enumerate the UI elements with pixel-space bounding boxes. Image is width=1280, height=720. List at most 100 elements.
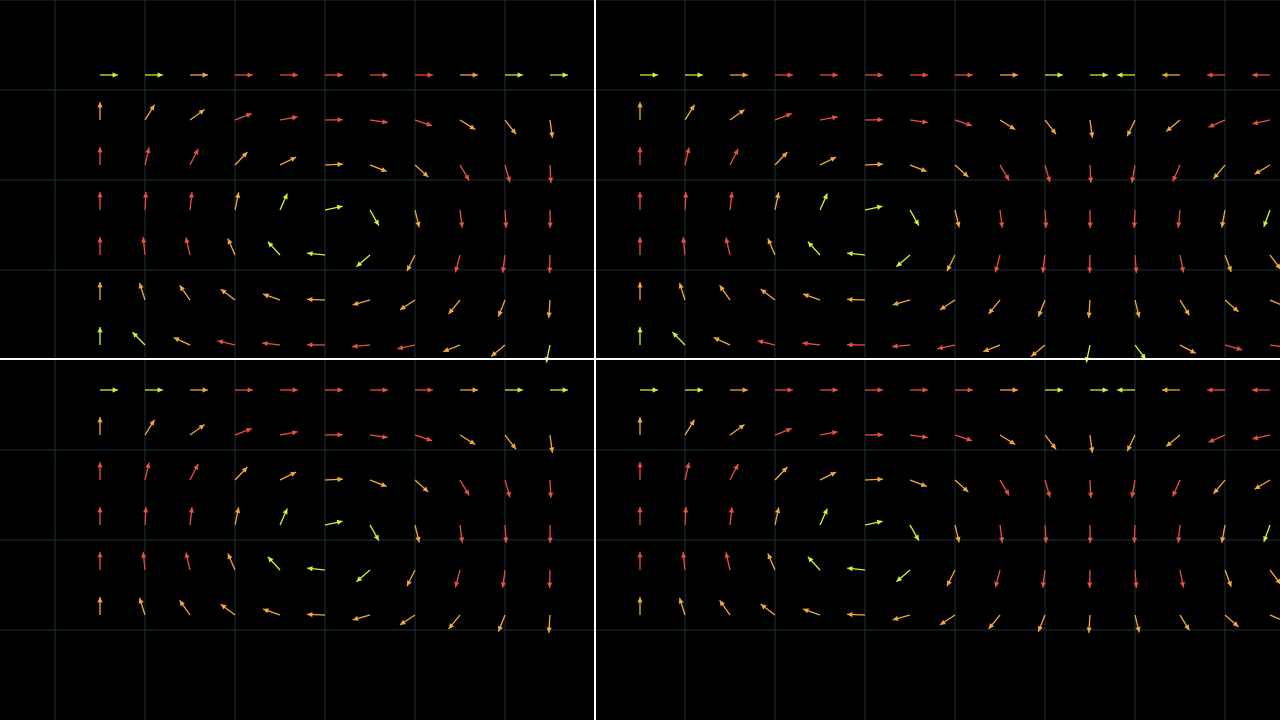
vector-arrow-head	[500, 582, 506, 588]
vector-arrow-head	[685, 462, 691, 469]
vector-arrow-head	[422, 171, 429, 178]
vector-arrow-head	[1057, 387, 1063, 393]
vector-arrow-head	[637, 462, 643, 468]
vector-arrow-head	[407, 265, 412, 272]
vector-arrow-head	[877, 117, 883, 123]
vector-arrow-head	[184, 552, 190, 559]
vector-arrow-head	[547, 537, 553, 543]
vector-arrow-shaft	[1269, 614, 1280, 621]
vector-arrow-head	[1207, 72, 1213, 78]
vector-arrow-head	[896, 576, 903, 582]
vector-arrow-head	[549, 447, 555, 453]
vector-arrow-head	[1127, 130, 1132, 137]
vector-arrow-head	[1220, 536, 1226, 543]
vector-arrow-head	[562, 387, 568, 393]
vector-arrows	[97, 72, 1280, 634]
vector-arrow-head	[307, 342, 313, 348]
vector-arrow-head	[547, 582, 553, 588]
vector-arrow-head	[767, 553, 773, 560]
vector-arrow-head	[399, 304, 406, 310]
vector-arrow-head	[999, 222, 1005, 228]
vector-arrow-head	[454, 266, 460, 273]
vector-arrow-head	[939, 304, 946, 310]
vector-arrow-head	[831, 115, 838, 121]
vector-arrow-head	[1117, 387, 1123, 393]
vector-arrow-head	[112, 387, 118, 393]
vector-arrow-head	[830, 472, 837, 477]
vector-arrow-head	[1117, 72, 1123, 78]
vector-arrow-head	[678, 282, 684, 289]
vector-arrow-head	[876, 519, 883, 525]
vector-arrow-head	[807, 241, 814, 248]
vector-arrow-head	[505, 491, 511, 498]
vector-arrow-head	[1263, 220, 1269, 227]
vector-arrow-head	[382, 387, 388, 393]
vector-arrow-head	[1089, 132, 1095, 138]
vector-arrow-head	[757, 339, 764, 345]
vector-arrow-head	[307, 251, 313, 257]
vector-arrow-head	[97, 147, 103, 153]
vector-arrow-head	[637, 327, 643, 333]
vector-arrow-head	[132, 332, 139, 338]
vector-arrow-head	[1131, 222, 1138, 228]
vector-arrow-head	[290, 157, 297, 162]
vector-arrow-head	[832, 72, 838, 78]
vector-arrow-head	[336, 204, 343, 210]
vector-arrow-head	[955, 536, 961, 543]
vector-arrow-head	[1236, 345, 1243, 351]
vector-arrow-head	[292, 387, 298, 393]
vector-arrow-head	[822, 193, 828, 200]
vector-arrow-head	[188, 192, 194, 198]
vector-arrow-head	[637, 192, 643, 198]
vector-arrow-head	[307, 296, 313, 303]
vector-arrow-head	[697, 387, 703, 393]
vector-arrow-head	[683, 192, 689, 198]
vector-arrow-head	[822, 508, 828, 515]
vector-arrow-head	[1226, 580, 1232, 587]
vector-arrow-head	[1252, 387, 1258, 393]
vector-arrow-head	[1232, 621, 1239, 627]
vector-arrow-head	[469, 124, 476, 130]
vector-arrow-head	[1043, 537, 1049, 543]
vector-arrow-head	[497, 625, 503, 632]
vector-arrow-head	[1213, 488, 1219, 494]
vector-arrow-head	[994, 581, 1000, 588]
vector-arrow-head	[141, 552, 147, 558]
vector-arrow-head	[491, 350, 497, 357]
vector-arrow-head	[733, 148, 739, 155]
vector-arrow-head	[1087, 267, 1093, 273]
vector-arrow-head	[1275, 578, 1280, 585]
vector-arrow-head	[1220, 221, 1226, 228]
vector-arrow-head	[877, 161, 883, 168]
vector-arrow-head	[892, 343, 898, 349]
vector-arrow-head	[415, 221, 421, 228]
vector-arrow-head	[967, 72, 973, 78]
vector-arrow-head	[307, 611, 313, 618]
vector-arrow-head	[728, 192, 734, 198]
vector-arrow-head	[719, 600, 725, 607]
vector-arrow-head	[877, 432, 883, 438]
vector-arrow-head	[97, 507, 103, 513]
vector-arrow-head	[1004, 174, 1010, 181]
vector-arrow-head	[681, 237, 687, 243]
vector-arrow-head	[966, 436, 973, 442]
vector-arrow-head	[767, 238, 773, 245]
vector-arrow-head	[547, 267, 553, 273]
vector-arrow-head	[282, 193, 288, 200]
vector-arrow-head	[469, 439, 476, 445]
vector-arrow-head	[1208, 437, 1215, 443]
vector-arrow-head	[652, 72, 658, 78]
vector-arrow-head	[267, 241, 274, 248]
vector-arrow-head	[1162, 387, 1168, 393]
vector-arrow-head	[988, 623, 995, 629]
vector-arrow-head	[373, 534, 379, 541]
vector-arrow-head	[1009, 439, 1016, 445]
vector-arrow-head	[1088, 492, 1094, 498]
vector-arrow-head	[382, 72, 388, 78]
vector-arrow-head	[785, 113, 792, 118]
vector-arrow-head	[179, 600, 185, 607]
vector-arrow-head	[1184, 624, 1190, 631]
vector-arrow-head	[738, 424, 745, 430]
vector-arrow-head	[1172, 490, 1178, 497]
